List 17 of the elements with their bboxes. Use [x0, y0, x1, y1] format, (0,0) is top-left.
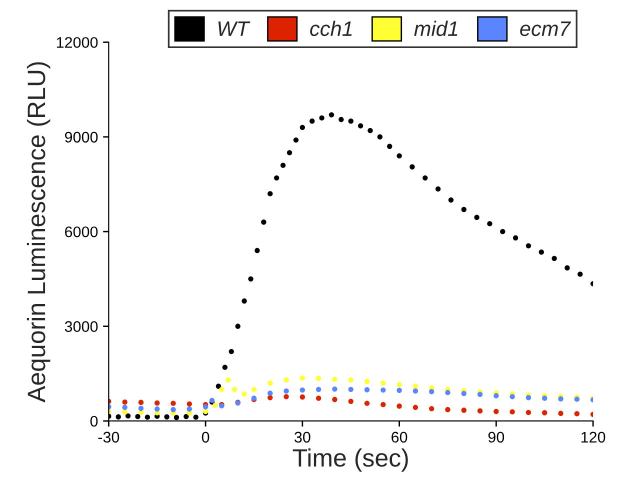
legend-label: mid1: [414, 20, 458, 36]
y-tick-label: 9000: [64, 132, 98, 143]
legend-label: WT: [218, 22, 250, 36]
x-tick-label: 90: [488, 432, 504, 443]
y-tick-label: 0: [90, 416, 98, 427]
y-axis-title: Aequorin Luminescence (RLU): [26, 62, 50, 402]
x-tick-label: 60: [392, 432, 408, 443]
y-tick-label: 12000: [56, 37, 98, 48]
legend-label: ecm7: [520, 22, 572, 36]
x-axis-title: Time (sec): [292, 448, 408, 472]
x-tick-label: 120: [581, 432, 606, 443]
x-tick-label: 30: [294, 432, 310, 443]
x-tick-label: -30: [98, 432, 120, 443]
y-tick-label: 3000: [64, 321, 98, 332]
x-tick-label: 0: [202, 432, 210, 443]
legend-label: cch1: [310, 20, 352, 36]
y-tick-label: 6000: [65, 226, 98, 238]
